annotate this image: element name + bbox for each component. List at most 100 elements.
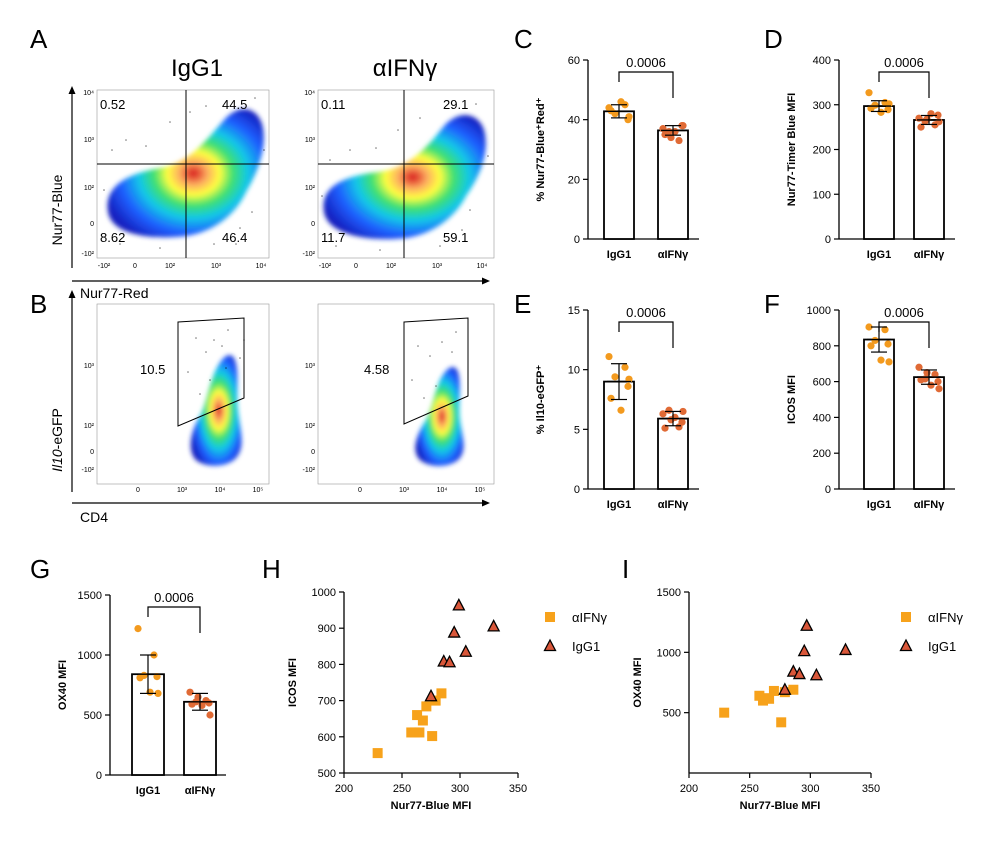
- category-label: αIFNγ: [914, 249, 945, 261]
- x-tick: 0: [136, 487, 140, 494]
- data-point: [621, 363, 629, 371]
- x-tick: 10²: [165, 263, 176, 270]
- scatter-point-aifng: [417, 715, 428, 726]
- y-tick: 10²: [84, 185, 95, 192]
- y-tick: 10²: [305, 423, 316, 430]
- panel-label-C: C: [514, 24, 533, 54]
- sparse-events: [321, 103, 489, 251]
- data-point: [881, 326, 889, 334]
- data-point: [679, 407, 687, 416]
- y-axis-label: OX40 MFI: [632, 657, 644, 707]
- data-point: [867, 342, 875, 350]
- legend-label: αIFNγ: [572, 610, 607, 625]
- x-tick: 10⁴: [437, 487, 448, 494]
- data-point: [931, 370, 939, 379]
- x-tick: 10³: [399, 487, 410, 494]
- bar-IgG1: [863, 105, 895, 240]
- scatter-point-igg1: [797, 643, 811, 657]
- y-tick: 10²: [84, 423, 95, 430]
- y-ticks: 10³ 10² 0 -10²: [303, 363, 316, 474]
- quad-ll: 11.7: [321, 230, 345, 245]
- scatter-point-aifng: [427, 731, 438, 742]
- x-tick: 0: [358, 487, 362, 494]
- density-cloud: [323, 115, 486, 240]
- column-title-igg1: IgG1: [171, 55, 223, 82]
- y-tick-label: 300: [813, 100, 831, 112]
- row-a-y-arrowhead: [68, 86, 76, 94]
- y-tick-label: 1000: [78, 650, 102, 662]
- y-tick-label: 400: [813, 55, 831, 67]
- scatter-point-aifng: [372, 748, 383, 759]
- y-tick-label: 1000: [807, 305, 831, 317]
- x-tick: -10²: [319, 263, 332, 270]
- category-label: IgG1: [867, 249, 891, 261]
- quad-ul: 0.11: [321, 97, 345, 112]
- panel-label-E: E: [514, 289, 531, 319]
- category-label: αIFNγ: [914, 499, 945, 511]
- quad-ll: 8.62: [100, 230, 125, 245]
- data-point: [205, 699, 213, 707]
- category-label: IgG1: [136, 785, 160, 797]
- y-tick-label: 40: [568, 115, 580, 127]
- y-tick-label: 1500: [657, 587, 681, 599]
- y-tick: 10²: [305, 185, 316, 192]
- y-axis-label: ICOS MFI: [287, 658, 299, 707]
- y-tick-label: 600: [813, 377, 831, 389]
- gate-polygon: [177, 317, 245, 427]
- y-tick-label: 800: [318, 659, 336, 671]
- scatter-point-igg1: [778, 682, 792, 695]
- bar-αIFNγ: [657, 129, 689, 240]
- data-point: [665, 406, 673, 414]
- y-tick: 10³: [84, 137, 95, 144]
- bar-IgG1: [603, 110, 635, 240]
- y-tick-label: 0: [825, 484, 831, 496]
- y-axis-label: Nur77-Timer Blue MFI: [786, 93, 798, 207]
- legend-marker-igg1: [543, 638, 557, 652]
- panel-label-G: G: [30, 554, 50, 584]
- y-tick-label: 700: [318, 696, 336, 708]
- flow-plot-b-aifng: 4.58 0 10³ 10⁴ 10⁵ 10³ 10² 0 -10²: [303, 303, 495, 494]
- x-ticks: 0 10³ 10⁴ 10⁵: [136, 487, 263, 494]
- data-point: [678, 418, 686, 426]
- column-title-aifng: αIFNγ: [373, 55, 438, 82]
- y-tick-label: 500: [663, 708, 681, 720]
- data-point: [915, 363, 923, 371]
- significance-bracket: [878, 321, 930, 348]
- density-cloud: [415, 366, 464, 466]
- y-tick: 0: [311, 221, 315, 228]
- data-point: [186, 688, 194, 696]
- significance-bracket: [618, 71, 674, 98]
- data-point: [617, 406, 625, 414]
- data-point: [607, 394, 615, 402]
- y-tick: 10⁴: [304, 90, 315, 97]
- x-tick-label: 250: [740, 783, 758, 795]
- plot-frame: [317, 303, 495, 485]
- y-tick-label: 400: [813, 412, 831, 424]
- data-point: [934, 378, 942, 386]
- p-value: 0.0006: [154, 590, 194, 605]
- data-point: [884, 340, 892, 348]
- panel-label-F: F: [764, 289, 780, 319]
- density-cloud: [190, 355, 242, 466]
- x-tick: 10²: [386, 263, 397, 270]
- legend-label: IgG1: [928, 639, 956, 654]
- scatter-point-igg1: [800, 618, 814, 631]
- row-a-ylabel: Nur77-Blue: [49, 174, 65, 245]
- significance-bracket: [147, 606, 201, 633]
- chart-panel-E: 0 5 10 15 % Il10-eGFP⁺ IgG1 αIFNγ 0.0006: [535, 305, 699, 511]
- scatter-point-igg1: [487, 618, 501, 632]
- y-tick: 10⁴: [83, 90, 94, 97]
- row-b-xlabel: CD4: [80, 509, 108, 525]
- scatter-point-aifng: [764, 693, 775, 704]
- legend-label: IgG1: [572, 639, 600, 654]
- y-tick-label: 5: [574, 424, 580, 436]
- y-tick-label: 10: [568, 365, 580, 377]
- scatter-point-aifng: [719, 707, 730, 718]
- legend-marker-igg1: [899, 638, 913, 652]
- gate-percent: 4.58: [364, 362, 389, 377]
- data-point: [134, 625, 142, 633]
- scatter-point-aifng: [788, 684, 799, 695]
- y-tick: 0: [90, 449, 94, 456]
